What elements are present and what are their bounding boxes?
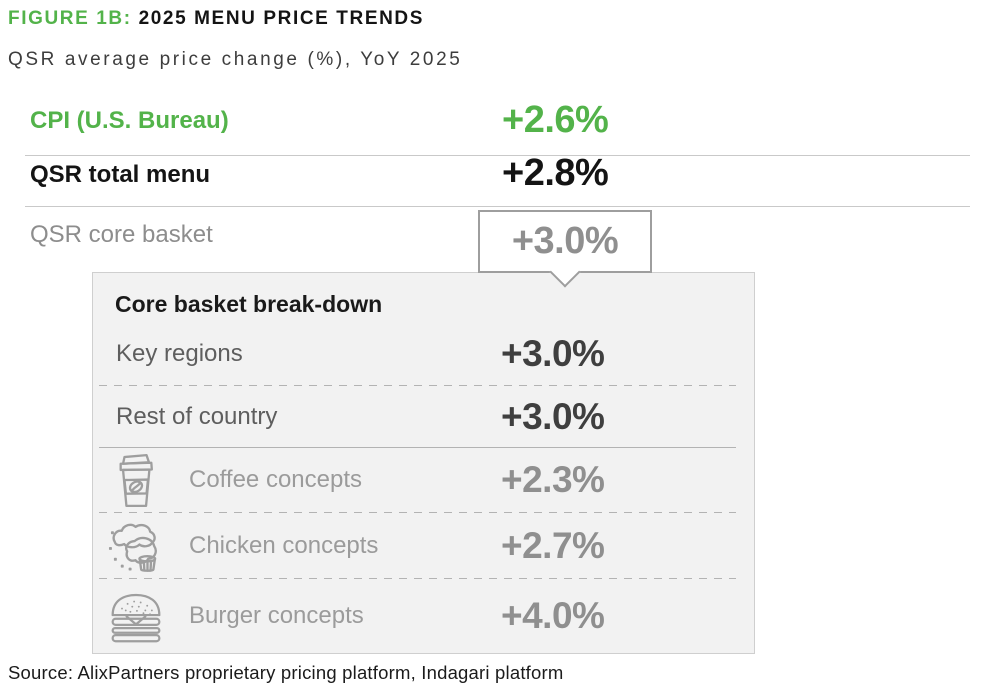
solid-divider [99, 447, 736, 448]
breakdown-row-label: Burger concepts [189, 602, 364, 629]
breakdown-row-burger: Burger concepts +4.0% [93, 579, 754, 653]
breakdown-row-value: +3.0% [501, 395, 605, 437]
breakdown-row-value: +2.7% [501, 524, 605, 566]
source-note: Source: AlixPartners proprietary pricing… [8, 662, 564, 683]
dashed-divider [99, 385, 736, 386]
breakdown-row-coffee: Coffee concepts +2.3% [93, 448, 754, 512]
breakdown-row-label: Coffee concepts [189, 466, 363, 493]
cpi-row-label: CPI (U.S. Bureau) [30, 107, 229, 134]
qsr-total-row-label: QSR total menu [30, 161, 211, 188]
row-divider [25, 206, 970, 207]
fried-chicken-icon [107, 518, 164, 574]
breakdown-row-chicken: Chicken concepts +2.7% [93, 513, 754, 578]
core-basket-breakdown-panel: Core basket break-down Key regions +3.0%… [92, 272, 755, 654]
figure-title: FIGURE 1B: 2025 MENU PRICE TRENDS [8, 8, 424, 30]
cpi-row-value: +2.6% [502, 99, 609, 141]
figure-number: FIGURE 1B: [8, 8, 132, 29]
breakdown-row-key-regions: Key regions +3.0% [93, 322, 754, 385]
breakdown-row-label: Key regions [116, 339, 243, 367]
coffee-cup-icon [107, 452, 164, 509]
breakdown-row-value: +3.0% [501, 332, 605, 374]
qsr-core-row-value: +3.0% [511, 220, 619, 262]
breakdown-row-value: +2.3% [501, 459, 605, 500]
core-basket-callout: +3.0% [478, 210, 652, 273]
qsr-core-row-label: QSR core basket [30, 221, 213, 248]
dashed-divider [99, 512, 736, 513]
figure-subtitle: QSR average price change (%), YoY 2025 [8, 49, 463, 70]
breakdown-row-label: Chicken concepts [189, 531, 379, 559]
breakdown-row-rest-of-country: Rest of country +3.0% [93, 386, 754, 447]
qsr-total-row-value: +2.8% [502, 152, 609, 194]
breakdown-row-label: Rest of country [116, 402, 278, 430]
breakdown-title: Core basket break-down [115, 291, 383, 317]
breakdown-row-value: +4.0% [501, 595, 605, 636]
figure-title-text: 2025 MENU PRICE TRENDS [138, 8, 425, 29]
burger-icon [107, 589, 164, 643]
dashed-divider [99, 578, 736, 579]
row-divider [25, 155, 970, 156]
